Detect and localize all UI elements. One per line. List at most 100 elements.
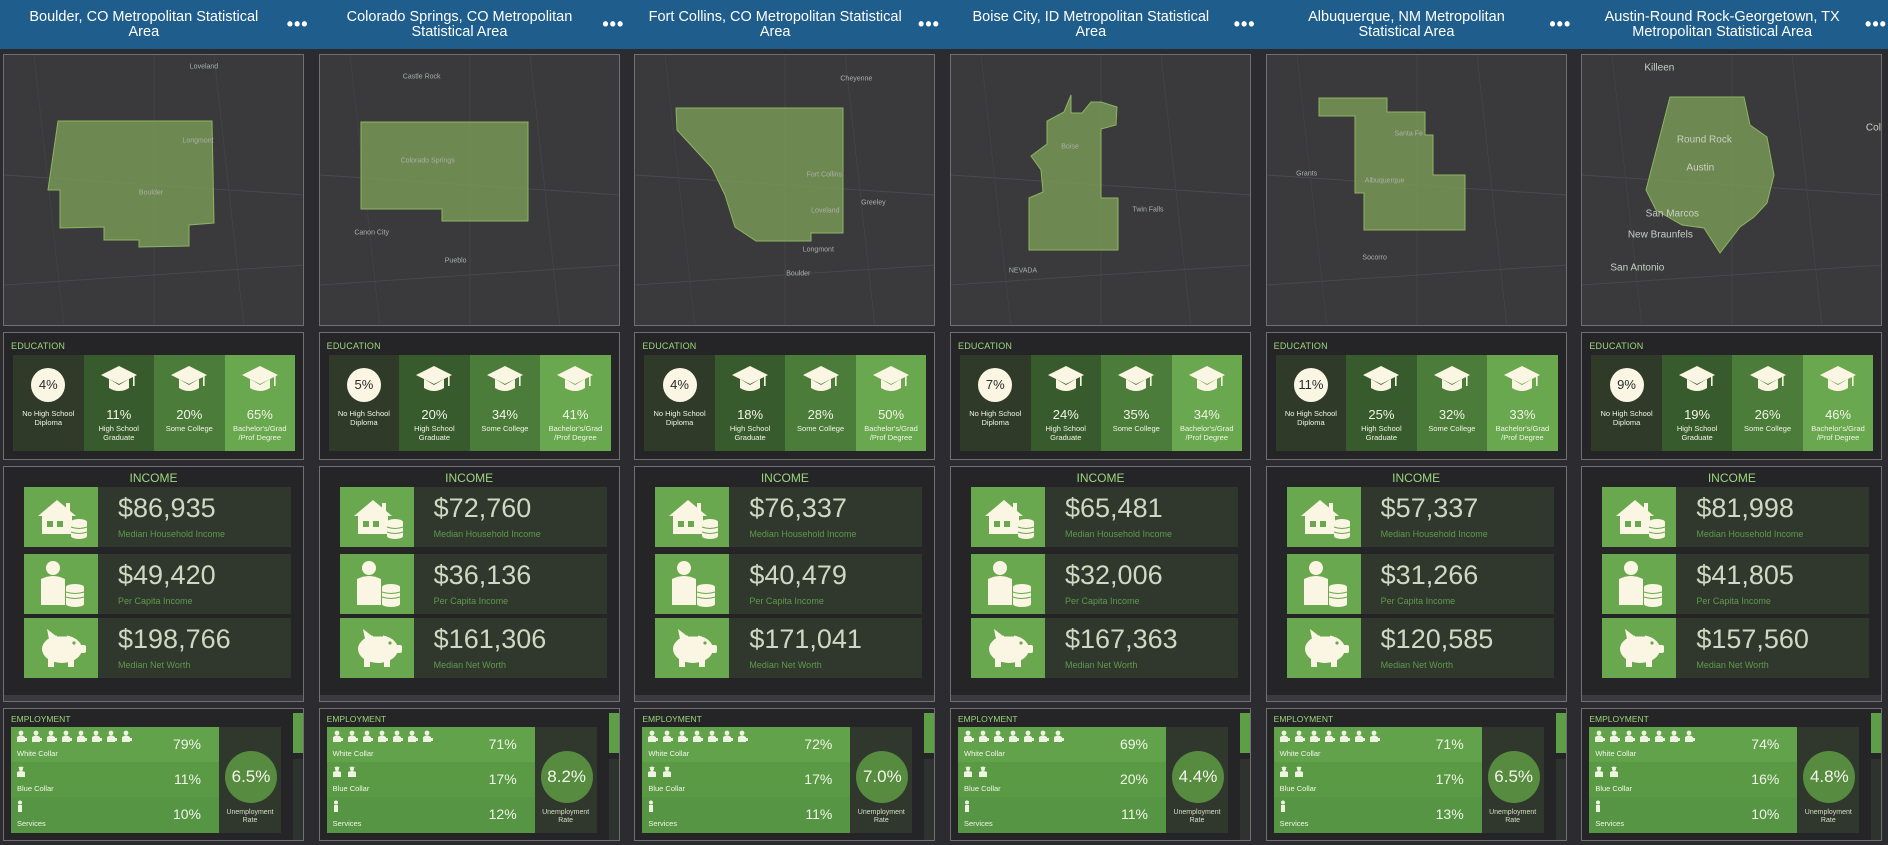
education-cell: 20% Some College bbox=[154, 355, 225, 451]
median-net-worth-row: $161,306 Median Net Worth bbox=[339, 618, 607, 678]
no-diploma-percent: 4% bbox=[31, 368, 66, 402]
employment-panel: EMPLOYMENT White Collar 71% Blue Collar … bbox=[1265, 708, 1567, 841]
scrollbar-thumb[interactable] bbox=[924, 713, 935, 753]
white-collar-worker-icon bbox=[62, 730, 72, 742]
metro-map[interactable]: Cheyenne Fort Collins Loveland Greeley Longm… bbox=[634, 54, 936, 326]
metro-map[interactable]: Boise Twin Falls NEVADA bbox=[950, 54, 1251, 326]
scroll-area[interactable] bbox=[951, 695, 1250, 701]
white-collar-worker-icon bbox=[362, 730, 373, 742]
white-collar-worker-icon bbox=[1354, 730, 1365, 742]
metro-column: Boulder, CO Metropolitan Statistical Are… bbox=[0, 0, 316, 845]
more-options-icon[interactable]: ••• bbox=[1233, 14, 1256, 34]
metro-title: Boise City, ID Metropolitan Statistical … bbox=[972, 8, 1210, 40]
scrollbar-track[interactable] bbox=[608, 759, 619, 840]
white-collar-worker-icon bbox=[678, 730, 689, 742]
employment-percent: 74% bbox=[1751, 736, 1780, 752]
employment-title: EMPLOYMENT bbox=[958, 714, 1018, 724]
scrollbar-track[interactable] bbox=[1555, 759, 1566, 840]
scroll-area[interactable] bbox=[1266, 695, 1566, 701]
white-collar-worker-icon bbox=[1009, 730, 1019, 742]
map-place-label: Castle Rock bbox=[402, 73, 441, 81]
employment-white-collar-row: White Collar 72% bbox=[642, 727, 851, 762]
map-place-label: NEVADA bbox=[1008, 267, 1038, 275]
scroll-area[interactable] bbox=[4, 695, 303, 701]
scrollbar-track[interactable] bbox=[924, 759, 935, 840]
scrollbar-thumb[interactable] bbox=[293, 713, 303, 753]
map-place-label: Santa Fe bbox=[1394, 130, 1423, 138]
employment-label: Blue Collar bbox=[1595, 784, 1633, 793]
more-options-icon[interactable]: ••• bbox=[1549, 14, 1572, 34]
employment-label: Blue Collar bbox=[17, 784, 54, 793]
scrollbar-track[interactable] bbox=[1871, 759, 1882, 840]
median-household-income-row: $86,935 Median Household Income bbox=[24, 487, 291, 547]
employment-label: White Collar bbox=[17, 749, 58, 758]
piggy-bank-icon bbox=[42, 629, 86, 667]
metro-boundary bbox=[675, 107, 844, 242]
income-panel: INCOME $76,337 Median Household Income $… bbox=[634, 466, 936, 702]
employment-white-collar-row: White Collar 74% bbox=[1589, 727, 1798, 762]
blue-collar-worker-icon bbox=[17, 766, 25, 777]
no-diploma-percent: 11% bbox=[1293, 368, 1328, 402]
map-place-label: Pueblo bbox=[444, 257, 467, 265]
employment-label: Services bbox=[332, 819, 362, 828]
employment-percent: 71% bbox=[1435, 736, 1464, 752]
scroll-area[interactable] bbox=[635, 695, 935, 701]
white-collar-worker-icon bbox=[663, 730, 674, 742]
unemployment-rate-value: 4.4% bbox=[1172, 751, 1224, 803]
education-cell: 7% No High School Diploma bbox=[960, 355, 1031, 451]
more-options-icon[interactable]: ••• bbox=[918, 14, 940, 34]
metro-map[interactable]: Loveland Longmont Boulder bbox=[3, 54, 304, 326]
scrollbar-track[interactable] bbox=[1240, 759, 1250, 840]
scrollbar-thumb[interactable] bbox=[1555, 713, 1566, 753]
more-options-icon[interactable]: ••• bbox=[286, 14, 309, 34]
employment-blue-collar-row: Blue Collar 20% bbox=[958, 762, 1166, 797]
employment-panel: EMPLOYMENT White Collar 72% Blue Collar … bbox=[634, 708, 936, 841]
unemployment-rate-value: 8.2% bbox=[540, 751, 593, 803]
income-title: INCOME bbox=[760, 471, 809, 485]
income-panel: INCOME $72,760 Median Household Income $… bbox=[318, 466, 620, 702]
employment-panel: EMPLOYMENT White Collar 71% Blue Collar … bbox=[318, 708, 620, 841]
income-title: INCOME bbox=[445, 471, 494, 485]
education-percent: 32% bbox=[1438, 407, 1465, 422]
metro-boundary bbox=[1645, 96, 1775, 254]
employment-services-row: Services 12% bbox=[326, 797, 535, 833]
education-percent: 50% bbox=[878, 407, 905, 422]
education-cell: 34% Some College bbox=[469, 355, 541, 451]
piggy-bank-icon bbox=[673, 629, 718, 667]
metro-map[interactable]: Killeen Round Rock Austin San Marcos New Bra… bbox=[1581, 54, 1883, 326]
white-collar-worker-icon bbox=[1369, 730, 1380, 742]
median-household-income-label: Median Household Income bbox=[1696, 529, 1804, 539]
white-collar-worker-icon bbox=[332, 730, 343, 742]
column-header: Colorado Springs, CO Metropolitan Statis… bbox=[315, 0, 632, 49]
more-options-icon[interactable]: ••• bbox=[1865, 14, 1887, 34]
per-capita-income-label: Per Capita Income bbox=[1696, 596, 1771, 606]
education-title: EDUCATION bbox=[958, 341, 1013, 351]
education-label: Bachelor's/Grad /Prof Degree bbox=[864, 424, 918, 442]
scrollbar-track[interactable] bbox=[293, 759, 303, 840]
education-title: EDUCATION bbox=[1273, 341, 1328, 351]
metro-title: Austin-Round Rock-Georgetown, TX Metropo… bbox=[1604, 8, 1840, 40]
employment-percent: 11% bbox=[1121, 806, 1148, 822]
blue-collar-worker-icon bbox=[964, 766, 972, 777]
service-worker-icon bbox=[649, 800, 654, 812]
more-options-icon[interactable]: ••• bbox=[602, 14, 625, 34]
education-cell: 28% Some College bbox=[785, 355, 856, 451]
education-label: Some College bbox=[481, 424, 529, 433]
per-capita-income-row: $32,006 Per Capita Income bbox=[971, 554, 1238, 614]
scrollbar-thumb[interactable] bbox=[1240, 713, 1250, 753]
scrollbar-thumb[interactable] bbox=[1871, 713, 1882, 753]
education-percent: 34% bbox=[1193, 407, 1220, 422]
employment-label: Blue Collar bbox=[1279, 784, 1317, 793]
house-coins-icon bbox=[669, 500, 719, 539]
scrollbar-thumb[interactable] bbox=[608, 713, 619, 753]
metro-map[interactable]: Castle Rock Colorado Springs Canon City Pue… bbox=[318, 54, 620, 326]
metro-map[interactable]: Santa Fe Grants Albuquerque Socorro bbox=[1265, 54, 1567, 326]
median-net-worth-value: $167,363 bbox=[1065, 624, 1178, 654]
scroll-area[interactable] bbox=[1582, 695, 1882, 701]
education-panel: EDUCATION 7% No High School Diploma 24% Hi… bbox=[950, 332, 1251, 460]
scroll-area[interactable] bbox=[319, 695, 619, 701]
metro-title: Colorado Springs, CO Metropolitan Statis… bbox=[346, 8, 573, 40]
employment-title: EMPLOYMENT bbox=[326, 714, 387, 724]
unemployment-rate-label: Unemployment Rate bbox=[542, 809, 590, 824]
unemployment-rate-label: Unemployment Rate bbox=[1489, 809, 1537, 824]
